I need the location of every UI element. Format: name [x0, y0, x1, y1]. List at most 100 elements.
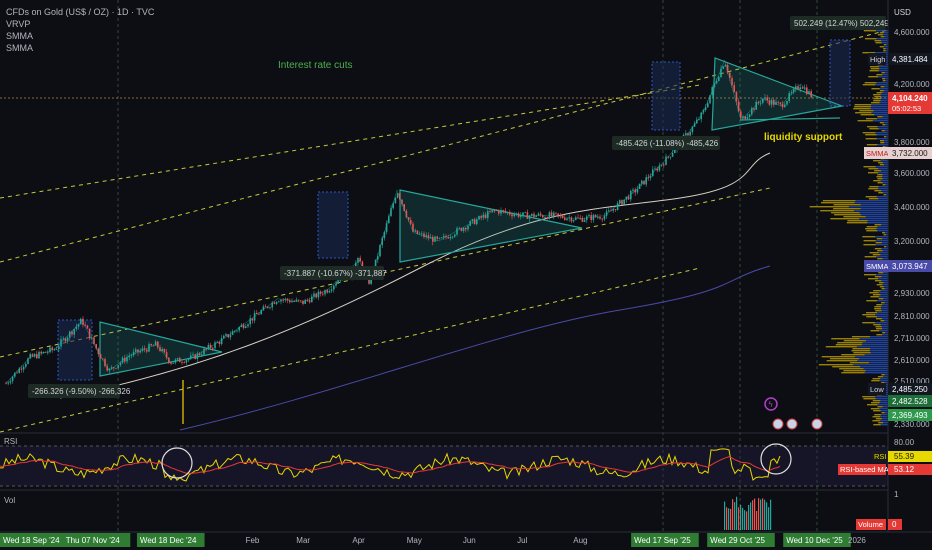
- vp-bar-down: [851, 350, 870, 352]
- time-axis-bg: [0, 532, 932, 550]
- candle-body: [663, 164, 665, 166]
- x-tick-label: Apr: [352, 536, 365, 545]
- vp-bar-up: [880, 100, 888, 102]
- x-tick-label: Wed 18 Sep '24: [3, 536, 60, 545]
- rsi-ma-value-tag: 53.12: [894, 465, 915, 474]
- candle-body: [11, 376, 14, 382]
- candle-body: [709, 95, 711, 104]
- vp-bar-up: [881, 96, 888, 98]
- us-flag-event-icon[interactable]: [786, 418, 798, 430]
- vp-bar-down: [871, 88, 880, 90]
- rsi-pane: RSI: [0, 432, 888, 487]
- event-icons[interactable]: ϟ: [764, 397, 823, 430]
- price-tick-label: 4,200.000: [894, 80, 930, 89]
- x-tick-label: 2026: [848, 536, 866, 545]
- indicator-smma-2[interactable]: SMMA: [6, 43, 33, 53]
- candle-body: [42, 351, 45, 354]
- annotation-interest-rate-cuts: Interest rate cuts: [278, 60, 352, 71]
- vp-bar-down: [849, 362, 869, 364]
- candle-body: [773, 99, 775, 105]
- vp-bar-up: [853, 364, 888, 366]
- candle-body: [531, 213, 533, 216]
- chart-legend: CFDs on Gold (US$ / OZ) · 1D · TVC VRVP …: [6, 6, 154, 54]
- vp-bar-up: [881, 170, 888, 172]
- indicator-smma-1[interactable]: SMMA: [6, 31, 33, 41]
- vp-bar-up: [877, 300, 888, 302]
- vp-bar-down: [875, 242, 882, 244]
- candle-body: [418, 233, 421, 235]
- candle-body: [524, 212, 526, 214]
- candle-body: [5, 383, 7, 385]
- vp-bar-down: [882, 332, 886, 334]
- candle-body: [597, 217, 599, 218]
- vp-bar-down: [876, 238, 883, 240]
- candle-body: [319, 291, 322, 294]
- vp-bar-down: [882, 78, 886, 80]
- candle-body: [641, 180, 643, 184]
- x-tick-box: [62, 533, 131, 547]
- vp-bar-down: [874, 248, 882, 250]
- vp-bar-down: [843, 340, 866, 342]
- candle-body: [91, 337, 93, 339]
- measure-box-3: [651, 61, 681, 131]
- vp-bar-down: [837, 342, 863, 344]
- candle-body: [388, 216, 390, 224]
- vp-bar-down: [874, 190, 882, 192]
- candle-body: [165, 352, 168, 358]
- candle-body: [724, 65, 727, 67]
- candle-body: [764, 97, 766, 99]
- candle-body: [7, 382, 9, 384]
- candle-body: [29, 354, 31, 359]
- vp-bar-up: [881, 242, 888, 244]
- candle-body: [685, 133, 687, 135]
- candle-body: [161, 348, 163, 352]
- candle-body: [619, 200, 621, 204]
- vp-bar-down: [862, 52, 876, 54]
- candle-body: [583, 219, 586, 222]
- vp-bar-down: [862, 322, 876, 324]
- time-axis[interactable]: Wed 18 Sep '24 Thu 07 Nov '24 Wed 18 Dec '…: [0, 531, 932, 550]
- candle-body: [623, 199, 625, 205]
- vp-bar-up: [859, 338, 888, 340]
- vp-bar-up: [875, 322, 888, 324]
- vp-bar-up: [884, 72, 888, 74]
- vp-bar-down: [860, 114, 875, 116]
- candle-body: [339, 280, 342, 282]
- vp-bar-down: [879, 164, 884, 166]
- candle-body: [267, 306, 269, 308]
- candle-body: [429, 236, 432, 239]
- price-axis[interactable]: USD 4,600.0004,400.0004,200.0003,800.000…: [838, 0, 932, 532]
- candle-body: [181, 362, 183, 363]
- vp-bar-up: [867, 220, 888, 222]
- vp-bar-down: [883, 234, 886, 236]
- symbol-line[interactable]: CFDs on Gold (US$ / OZ) · 1D · TVC: [6, 7, 155, 17]
- vp-bar-down: [878, 422, 884, 424]
- candle-body: [616, 203, 619, 210]
- candle-body: [759, 102, 762, 104]
- lightning-event-icon[interactable]: [764, 397, 778, 411]
- candle-body: [385, 223, 388, 232]
- vp-bar-down: [831, 212, 860, 214]
- us-flag-event-icon[interactable]: [772, 418, 784, 430]
- vp-bar-down: [826, 360, 858, 362]
- volume-bar: [758, 498, 760, 530]
- vp-bar-down: [869, 128, 879, 130]
- candle-body: [396, 193, 399, 198]
- candle-body: [425, 235, 427, 238]
- vp-bar-down: [883, 246, 886, 248]
- high-price-tag: 4,381.484: [892, 55, 928, 64]
- vp-bar-down: [865, 138, 877, 140]
- vp-bar-up: [884, 412, 888, 414]
- candle-body: [264, 306, 267, 308]
- us-flag-event-icon[interactable]: [811, 418, 823, 430]
- candle-body: [104, 359, 106, 367]
- vp-bar-up: [881, 40, 888, 42]
- triangle-2: [399, 189, 583, 263]
- vp-bar-down: [874, 96, 882, 98]
- x-tick-label: Jul: [517, 536, 527, 545]
- indicator-vrvp[interactable]: VRVP: [6, 19, 31, 29]
- vp-bar-up: [883, 46, 888, 48]
- vp-bar-down: [869, 66, 879, 68]
- low-tag-bg: [868, 383, 886, 395]
